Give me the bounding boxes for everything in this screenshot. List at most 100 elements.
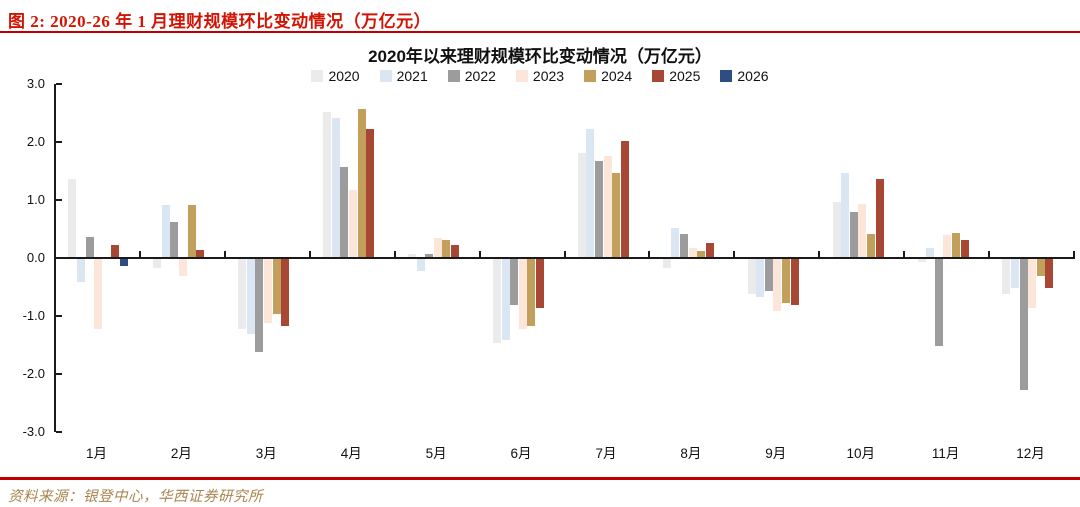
bar-2022-3月 [255, 259, 264, 352]
bar-2021-6月 [501, 259, 510, 341]
bar-2025-11月 [960, 239, 969, 257]
bar-2020-5月 [408, 254, 417, 257]
bar-2025-9月 [790, 259, 799, 306]
plot-area [54, 83, 1075, 433]
x-axis-labels: 1月 2月 3月 4月 5月 6月 7月 8月 9月 10月 11月 12月 [54, 442, 1073, 462]
bar-2020-12月 [1002, 259, 1011, 294]
x-axis-month-label: 9月 [765, 446, 787, 461]
bar-2022-11月 [934, 259, 943, 346]
bar-2024-3月 [272, 259, 281, 315]
x-axis-tick [393, 251, 396, 259]
bar-2025-4月 [366, 129, 375, 257]
bar-2023-2月 [179, 259, 188, 277]
x-axis-month-label: 3月 [255, 446, 277, 461]
bar-2022-10月 [849, 211, 858, 257]
bar-2022-9月 [764, 259, 773, 291]
x-axis-tick [223, 251, 226, 259]
bar-2023-5月 [433, 237, 442, 257]
chart-legend: 2020 2021 2022 2023 2024 2025 2026 [0, 68, 1080, 84]
y-axis-tick-label: 3.0 [26, 76, 45, 91]
legend-item-2025: 2025 [652, 68, 700, 84]
y-axis-tick [56, 83, 62, 85]
y-axis-tick [56, 431, 62, 433]
bar-2024-10月 [867, 233, 875, 257]
bar-2024-11月 [951, 232, 960, 257]
bar-2022-12月 [1019, 259, 1028, 390]
bar-2024-12月 [1036, 259, 1045, 277]
bar-2024-6月 [527, 259, 536, 326]
x-axis-tick [818, 251, 821, 259]
bar-2021-10月 [841, 172, 850, 257]
x-axis-month-label: 11月 [931, 446, 960, 461]
bar-2025-3月 [281, 259, 290, 326]
bar-2025-2月 [196, 250, 205, 257]
x-axis-month-label: 6月 [510, 446, 532, 461]
legend-label: 2025 [669, 68, 701, 84]
bar-2022-6月 [510, 259, 519, 306]
x-axis-month-label: 7月 [595, 446, 617, 461]
legend-label: 2022 [464, 68, 496, 84]
chart-title: 2020年以来理财规模环比变动情况（万亿元） [368, 47, 712, 66]
bar-2025-12月 [1045, 259, 1054, 288]
x-axis-tick [138, 251, 141, 259]
bar-2023-3月 [263, 259, 272, 323]
source-note: 资料来源：银登中心，华西证券研究所 [8, 489, 263, 505]
bar-2021-8月 [671, 228, 680, 257]
bar-2023-7月 [603, 155, 612, 257]
y-axis-tick-label: -1.0 [22, 308, 45, 323]
y-axis-tick-label: -2.0 [22, 366, 45, 381]
top-divider-line [0, 31, 1080, 33]
y-axis-tick [56, 199, 62, 201]
bar-2024-9月 [782, 259, 791, 303]
bar-2021-5月 [416, 259, 425, 271]
legend-item-2022: 2022 [447, 68, 496, 84]
x-axis-month-label: 2月 [170, 446, 192, 461]
x-axis-month-label: 10月 [846, 446, 875, 461]
bar-2020-4月 [323, 112, 332, 257]
bar-2024-8月 [697, 251, 706, 257]
bar-2023-4月 [348, 190, 357, 257]
bar-2024-7月 [612, 172, 621, 257]
x-axis-tick [648, 251, 651, 259]
legend-swatch-icon [584, 70, 597, 82]
y-axis-tick [56, 257, 62, 259]
bottom-divider-line [0, 477, 1080, 480]
bar-2021-12月 [1011, 259, 1020, 288]
legend-label: 2024 [601, 68, 633, 84]
bar-2025-6月 [535, 259, 544, 309]
x-axis-month-label: 5月 [425, 446, 447, 461]
bar-2022-7月 [595, 161, 604, 257]
x-axis-tick [1073, 251, 1075, 259]
bar-2022-8月 [679, 233, 688, 257]
bar-2020-9月 [747, 259, 756, 294]
x-axis-month-label: 1月 [85, 446, 107, 461]
bar-2026-1月 [119, 259, 128, 266]
bar-2023-1月 [94, 259, 103, 329]
legend-item-2024: 2024 [584, 68, 632, 84]
bar-2020-6月 [492, 259, 501, 344]
legend-swatch-icon [379, 70, 392, 82]
legend-item-2023: 2023 [515, 68, 565, 84]
bar-2023-12月 [1028, 259, 1037, 309]
y-axis-tick-label: 2.0 [26, 134, 45, 149]
bar-2023-8月 [688, 248, 697, 257]
x-axis-tick [903, 251, 906, 259]
bar-2023-9月 [773, 259, 782, 312]
x-axis-month-label: 12月 [1016, 446, 1045, 461]
bar-2022-5月 [425, 254, 434, 257]
bar-2021-4月 [331, 117, 340, 257]
bar-2020-3月 [238, 259, 247, 329]
bar-2020-1月 [68, 178, 77, 257]
legend-label: 2023 [532, 68, 565, 84]
bar-2025-8月 [705, 242, 714, 257]
y-axis-labels: 3.0 2.0 1.0 0.0 -1.0 -2.0 -3.0 [0, 76, 45, 439]
bar-2021-1月 [76, 259, 85, 283]
x-axis-tick [733, 251, 736, 259]
legend-item-2026: 2026 [720, 68, 769, 84]
bar-2025-10月 [875, 178, 884, 257]
figure-caption: 图 2: 2020-26 年 1 月理财规模环比变动情况（万亿元） [8, 12, 432, 31]
bar-2021-3月 [246, 259, 255, 335]
x-axis-month-label: 4月 [340, 446, 362, 461]
legend-label: 2021 [396, 68, 428, 84]
x-axis-tick [988, 251, 991, 259]
